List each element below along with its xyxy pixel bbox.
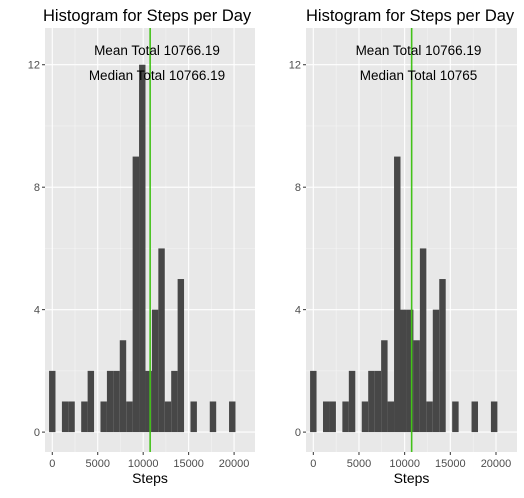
median-annotation: Median Total 10766.19 [89,68,225,83]
histogram-bar [81,401,88,433]
x-axis-label: Steps [394,470,430,486]
histogram-bar [361,401,369,433]
x-tick-label: 0 [49,458,55,470]
histogram-bar [61,401,69,433]
histogram-left: Mean Total 10766.19 Median Total 10766.19… [28,7,255,486]
histogram-bar [126,401,133,433]
histogram-bar [177,279,185,433]
mean-annotation: Mean Total 10766.19 [356,43,482,58]
x-tick-label: 10000 [128,458,159,470]
histogram-bar [151,309,159,433]
histogram-bar [100,401,107,433]
histogram-bar [113,370,120,433]
histogram-bar [145,370,152,433]
histogram-bar [190,401,197,433]
histogram-bar [310,370,317,433]
histogram-bar [432,309,440,433]
chart-title: Histogram for Steps per Day [306,7,515,25]
histogram-bar [406,309,414,433]
x-tick-label: 5000 [347,458,371,470]
x-tick-label: 0 [310,458,316,470]
mean-annotation: Mean Total 10766.19 [94,43,220,58]
histogram-bar [322,401,330,433]
median-annotation: Median Total 10765 [360,68,478,83]
histogram-bar [106,370,114,433]
histogram-bar [329,401,336,433]
histogram-bar [171,370,178,433]
histogram-bar [426,401,433,433]
y-tick-label: 4 [295,305,301,317]
histogram-right: Mean Total 10766.19 Median Total 10765 0 4 8… [289,7,517,486]
histogram-bar [348,370,356,433]
y-tick-label: 8 [295,182,301,194]
histogram-bar [400,309,407,433]
x-axis-label: Steps [132,470,168,486]
y-tick-label: 8 [34,182,40,194]
x-tick-label: 15000 [435,458,466,470]
histogram-bar [368,370,375,433]
y-tick-label: 12 [28,60,40,72]
x-tick-label: 10000 [389,458,420,470]
y-tick-label: 0 [295,427,301,439]
histogram-bar [439,279,446,433]
histogram-bar [381,340,388,433]
histogram-bar [164,401,172,433]
histogram-bar [490,401,498,433]
histogram-bar [139,64,146,433]
x-tick-label: 20000 [481,458,512,470]
histogram-bar [471,401,479,433]
histogram-bar [394,156,401,433]
histogram-bar [87,370,95,433]
histogram-bar [158,248,165,433]
histogram-bar [413,340,420,433]
histogram-bar [68,401,75,433]
histogram-bar [387,401,395,433]
x-tick-label: 20000 [219,458,250,470]
chart-title: Histogram for Steps per Day [43,7,252,25]
x-tick-label: 5000 [85,458,109,470]
x-tick-label: 15000 [173,458,204,470]
histogram-bar [132,156,140,433]
y-tick-label: 0 [34,427,40,439]
histogram-bar [419,248,427,433]
histogram-bar [49,370,56,433]
histogram-bar [342,401,349,433]
histogram-bar [209,401,217,433]
y-tick-label: 12 [289,60,301,72]
histogram-bar [452,401,459,433]
histogram-bar [119,340,127,433]
histogram-bar [374,370,382,433]
y-tick-label: 4 [34,305,40,317]
histogram-bar [229,401,236,433]
